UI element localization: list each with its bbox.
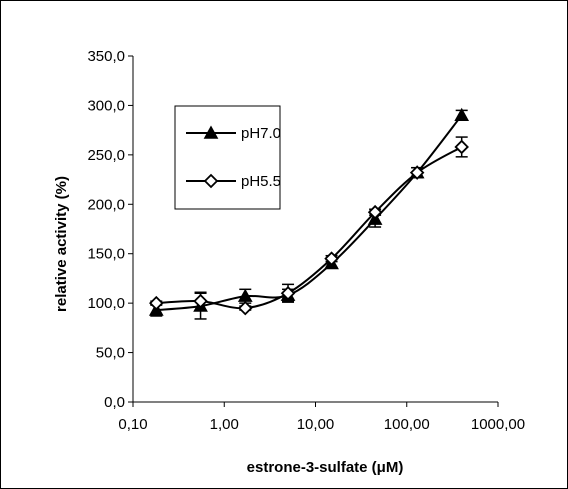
data-point <box>280 285 296 301</box>
legend-marker <box>203 173 219 189</box>
y-tick-label: 0,0 <box>104 394 125 411</box>
y-axis: 0,0 50,0 100,0 150,0 200,0 250,0 300,0 350,0 <box>87 48 134 411</box>
series-layer <box>148 107 470 320</box>
series-pH5.5 <box>149 136 469 316</box>
y-tick-label: 150,0 <box>87 246 125 263</box>
legend-label: pH7.0 <box>241 125 281 142</box>
y-tick-label: 200,0 <box>87 196 125 213</box>
x-tick-label: 10,00 <box>297 416 335 433</box>
data-point <box>193 293 208 309</box>
y-axis-title: relative activity (%) <box>53 176 70 312</box>
y-tick-label: 300,0 <box>87 97 125 114</box>
y-tick-label: 350,0 <box>87 48 125 65</box>
data-point <box>454 107 470 122</box>
data-point <box>238 300 253 316</box>
legend: pH7.0 pH5.5 <box>174 105 281 210</box>
x-axis: 0,10 1,00 10,00 100,00 1000,00 <box>118 401 525 433</box>
y-tick-label: 100,0 <box>87 295 125 312</box>
legend-marker <box>203 125 219 139</box>
y-tick-label: 250,0 <box>87 147 125 164</box>
data-point <box>149 295 164 311</box>
y-tick-label: 50,0 <box>96 345 125 362</box>
data-point <box>367 204 383 220</box>
data-point <box>324 251 339 266</box>
x-tick-label: 1,00 <box>210 416 239 433</box>
legend-label: pH5.5 <box>241 173 281 190</box>
x-axis-title: estrone-3-sulfate (μM) <box>247 459 404 476</box>
x-tick-label: 1000,00 <box>471 416 525 433</box>
data-point <box>454 139 469 155</box>
legend-box <box>174 105 281 210</box>
data-point <box>409 165 425 180</box>
x-tick-label: 0,10 <box>118 416 147 433</box>
x-tick-label: 100,00 <box>384 416 430 433</box>
